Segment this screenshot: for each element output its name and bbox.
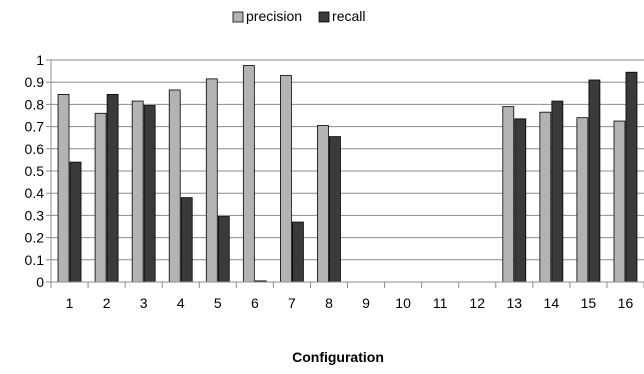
- bar-precision-6: [242, 65, 255, 283]
- bar-recall-1: [69, 161, 82, 283]
- x-tick-label: 7: [288, 295, 296, 311]
- bar-recall-2: [106, 94, 119, 283]
- bar-precision-8: [317, 125, 329, 283]
- x-tick-label: 8: [325, 295, 333, 311]
- y-tick-label: 0.3: [25, 207, 45, 223]
- bar-precision-16: [613, 120, 626, 283]
- bar-precision-4: [168, 89, 181, 283]
- bar-recall-13: [514, 118, 527, 283]
- x-tick-label: 13: [506, 295, 522, 311]
- y-tick-label: 1: [36, 52, 44, 68]
- x-tick-label: 11: [433, 295, 448, 311]
- bar-precision-14: [539, 111, 552, 283]
- x-tick-label: 15: [581, 295, 597, 311]
- bar-precision-5: [205, 78, 218, 283]
- bar-recall-5: [217, 216, 230, 283]
- bar-precision-15: [576, 117, 589, 283]
- legend-swatch-recall: [318, 11, 330, 23]
- x-tick-label: 9: [362, 295, 370, 311]
- legend-label-recall: recall: [332, 8, 365, 24]
- x-tick-label: 5: [214, 295, 222, 311]
- y-tick-label: 0: [36, 274, 44, 290]
- x-tick-label: 16: [618, 295, 634, 311]
- x-tick-labels: 1 2 3 4 5 6 7 8 9 10 11 12 13 14 15 16: [66, 295, 634, 311]
- bar-recall-15: [588, 79, 601, 283]
- x-tick-label: 1: [66, 295, 74, 311]
- x-tick-label: 2: [103, 295, 111, 311]
- y-tick-label: 0.8: [25, 96, 45, 112]
- y-tick-label: 0.4: [25, 185, 45, 201]
- bar-precision-13: [502, 106, 515, 283]
- bar-recall-8: [329, 136, 341, 283]
- y-tick-label: 0.2: [25, 230, 45, 246]
- bar-recall-7: [292, 221, 304, 283]
- bar-precision-1: [57, 94, 70, 283]
- x-tick-label: 10: [395, 295, 411, 311]
- bars: [57, 65, 638, 283]
- y-tick-label: 0.1: [25, 252, 45, 268]
- x-tick-label: 6: [251, 295, 259, 311]
- axes: [46, 59, 644, 288]
- y-tick-label: 0.7: [25, 119, 45, 135]
- x-tick-label: 3: [140, 295, 148, 311]
- x-tick-label: 14: [544, 295, 560, 311]
- y-tick-label: 0.5: [25, 163, 45, 179]
- x-tick-label: 12: [469, 295, 485, 311]
- y-tick-labels: 0 0.1 0.2 0.3 0.4 0.5 0.6 0.7 0.8 0.9 1: [25, 52, 45, 290]
- y-tick-label: 0.6: [25, 141, 45, 157]
- bar-recall-4: [180, 197, 193, 283]
- x-tick-label: 4: [177, 295, 185, 311]
- bar-precision-2: [94, 112, 107, 283]
- y-tick-label: 0.9: [25, 74, 45, 90]
- bar-recall-3: [143, 105, 156, 283]
- bar-precision-3: [131, 100, 144, 283]
- legend-swatch-precision: [232, 11, 244, 23]
- bar-recall-16: [625, 71, 638, 283]
- legend-label-precision: precision: [246, 8, 302, 24]
- bar-recall-14: [551, 100, 564, 283]
- legend: precision recall: [232, 8, 366, 24]
- x-axis-label: Configuration: [292, 349, 384, 365]
- bar-precision-7: [280, 75, 292, 283]
